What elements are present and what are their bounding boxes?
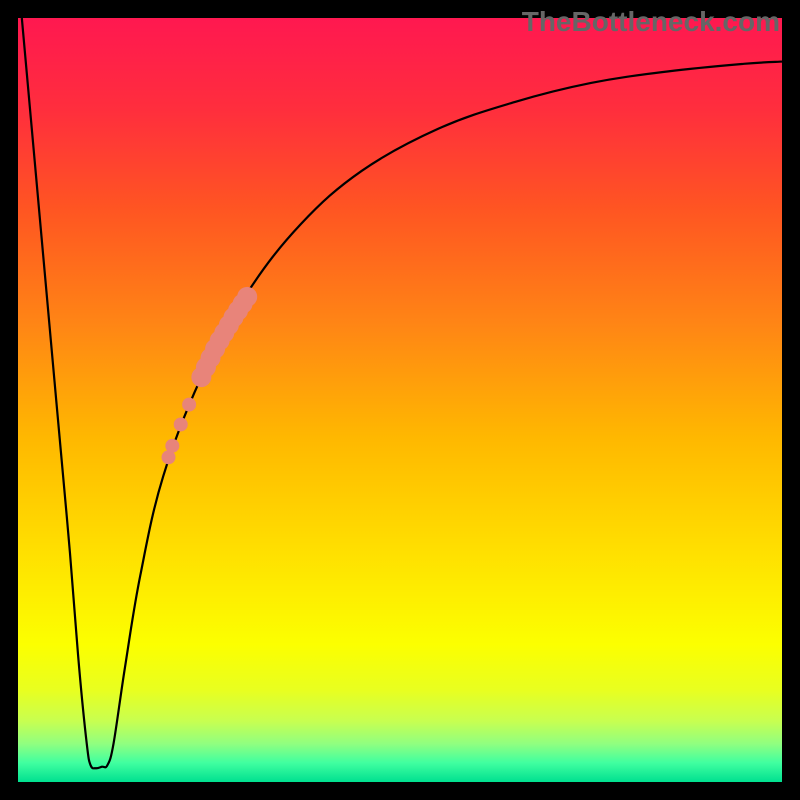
- data-markers: [162, 287, 258, 464]
- chart-markers-layer: [0, 0, 800, 800]
- bottleneck-chart: TheBottleneck.com: [0, 0, 800, 800]
- data-marker: [182, 398, 196, 412]
- watermark-text: TheBottleneck.com: [522, 6, 780, 38]
- data-marker: [237, 287, 257, 307]
- data-marker: [174, 417, 188, 431]
- data-marker: [162, 450, 176, 464]
